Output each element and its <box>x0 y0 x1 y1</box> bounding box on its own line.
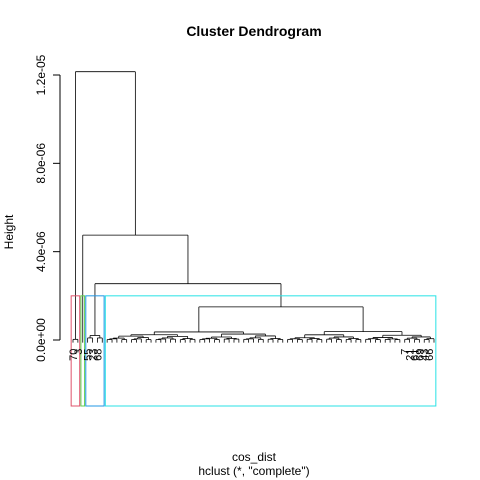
chart-subtitle: hclust (*, "complete") <box>198 464 309 478</box>
y-tick-label: 8.0e-06 <box>34 143 48 184</box>
x-axis-label: cos_dist <box>232 450 277 464</box>
leaf-label: 43 <box>419 349 431 361</box>
leaf-label: 69 <box>414 349 426 361</box>
cluster-box-1 <box>70 295 81 407</box>
cluster-boxes <box>70 295 437 407</box>
leaf-label: 61 <box>409 349 421 361</box>
leaf-label: 68 <box>92 349 104 361</box>
y-axis-label: Height <box>2 214 16 249</box>
cluster-box-2 <box>80 295 86 407</box>
leaf-label: 21 <box>405 349 417 361</box>
leaf-label: 55 <box>83 349 95 361</box>
cluster-box-4 <box>104 295 437 407</box>
chart-title: Cluster Dendrogram <box>186 23 321 39</box>
y-tick-label: 0.0e+00 <box>34 318 48 362</box>
leaf-label: 23 <box>88 349 100 361</box>
y-tick-label: 4.0e-06 <box>34 231 48 272</box>
leaf-label: 70 <box>68 349 80 361</box>
y-tick-label: 1.2e-05 <box>34 54 48 95</box>
leaf-label: 7 <box>400 349 412 355</box>
leaf-label: 3 <box>73 349 85 355</box>
dendrogram-tree <box>72 71 435 343</box>
leaf-label: 66 <box>424 349 436 361</box>
y-axis: 0.0e+00 4.0e-06 8.0e-06 1.2e-05 <box>34 54 61 362</box>
cluster-box-3 <box>85 295 105 407</box>
